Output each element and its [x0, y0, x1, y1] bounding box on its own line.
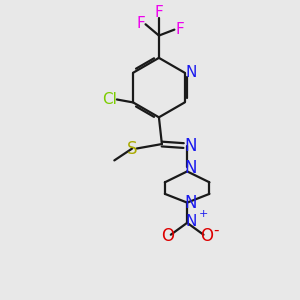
- Text: O: O: [200, 227, 213, 245]
- Text: N: N: [184, 159, 197, 177]
- Text: N: N: [185, 65, 197, 80]
- Text: -: -: [213, 223, 218, 238]
- Text: F: F: [136, 16, 145, 31]
- Text: N: N: [184, 136, 197, 154]
- Text: Cl: Cl: [102, 92, 117, 107]
- Text: N: N: [186, 214, 197, 229]
- Text: S: S: [127, 140, 137, 158]
- Text: F: F: [175, 22, 184, 37]
- Text: O: O: [161, 227, 174, 245]
- Text: +: +: [198, 209, 208, 220]
- Text: F: F: [154, 5, 163, 20]
- Text: N: N: [184, 194, 197, 211]
